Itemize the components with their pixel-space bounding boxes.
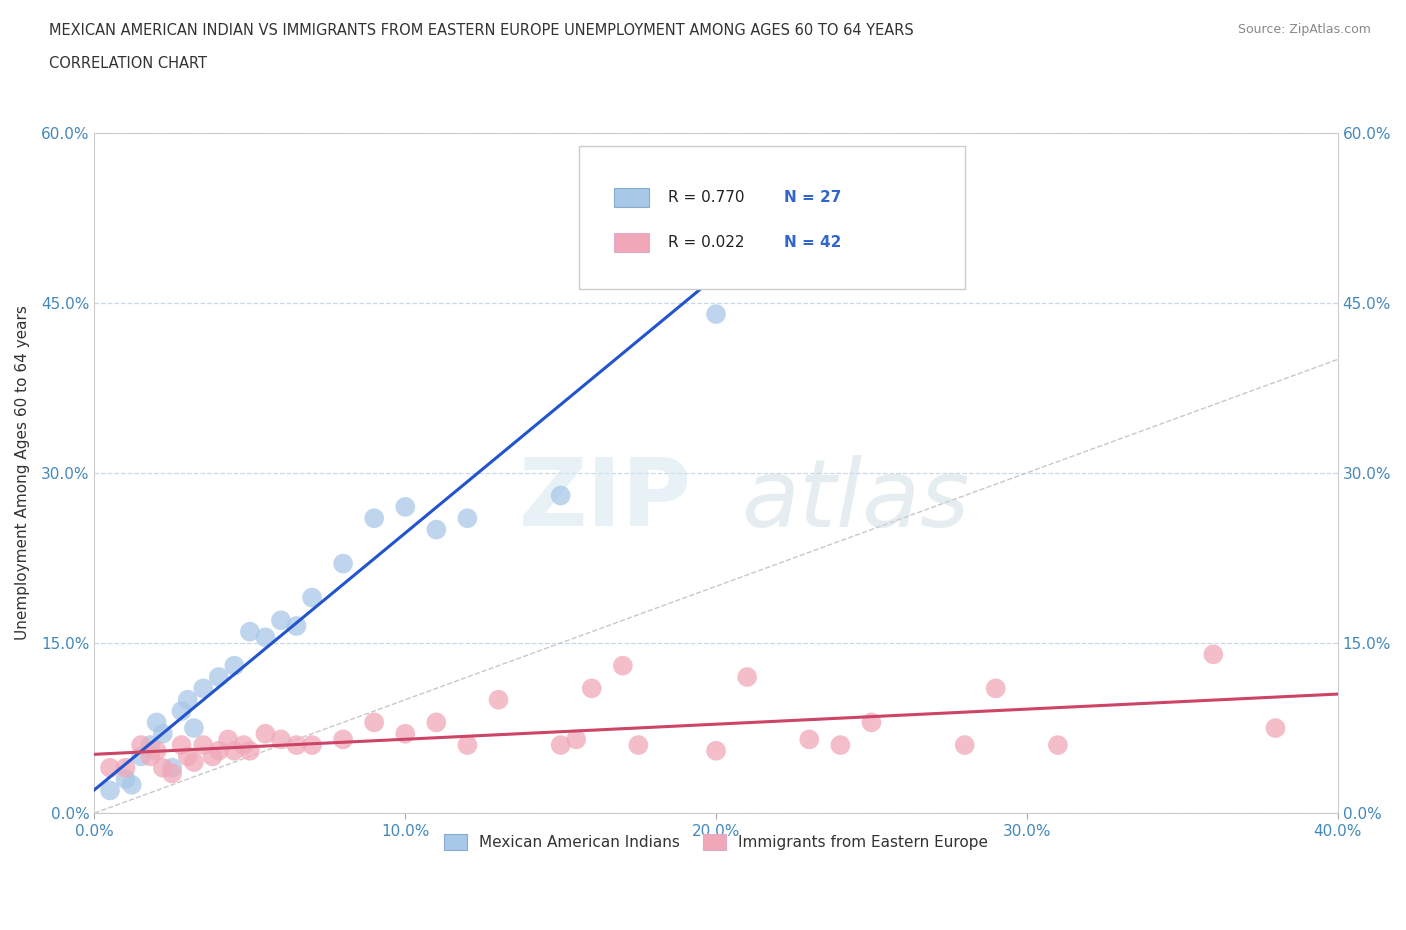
- Text: Source: ZipAtlas.com: Source: ZipAtlas.com: [1237, 23, 1371, 36]
- Point: [239, 624, 262, 639]
- Text: MEXICAN AMERICAN INDIAN VS IMMIGRANTS FROM EASTERN EUROPE UNEMPLOYMENT AMONG AGE: MEXICAN AMERICAN INDIAN VS IMMIGRANTS FR…: [49, 23, 914, 38]
- Point: [285, 737, 308, 752]
- Point: [394, 726, 416, 741]
- Point: [177, 749, 200, 764]
- Point: [704, 307, 727, 322]
- Point: [456, 511, 478, 525]
- Point: [177, 692, 200, 707]
- Point: [217, 732, 239, 747]
- Point: [425, 715, 447, 730]
- Point: [394, 499, 416, 514]
- Point: [301, 591, 323, 605]
- Point: [193, 737, 215, 752]
- Point: [170, 704, 193, 719]
- Point: [1202, 647, 1225, 662]
- Point: [139, 737, 162, 752]
- Point: [301, 737, 323, 752]
- FancyBboxPatch shape: [614, 232, 650, 252]
- Point: [270, 613, 292, 628]
- Point: [332, 556, 354, 571]
- Point: [114, 772, 136, 787]
- Text: ZIP: ZIP: [519, 454, 692, 546]
- FancyBboxPatch shape: [579, 146, 965, 289]
- Point: [98, 761, 121, 776]
- Point: [830, 737, 852, 752]
- Point: [285, 618, 308, 633]
- Point: [170, 737, 193, 752]
- Point: [550, 488, 572, 503]
- Point: [183, 754, 205, 769]
- Point: [160, 766, 183, 781]
- Point: [581, 681, 603, 696]
- Point: [145, 743, 167, 758]
- Point: [363, 511, 385, 525]
- Point: [254, 726, 277, 741]
- Point: [160, 761, 183, 776]
- Point: [254, 630, 277, 644]
- Point: [270, 732, 292, 747]
- Text: N = 27: N = 27: [785, 191, 842, 206]
- Point: [627, 737, 650, 752]
- Point: [145, 715, 167, 730]
- Point: [735, 670, 758, 684]
- Point: [152, 761, 174, 776]
- Point: [860, 715, 883, 730]
- Point: [201, 749, 224, 764]
- Point: [1046, 737, 1069, 752]
- Text: atlas: atlas: [741, 455, 969, 546]
- Point: [129, 749, 152, 764]
- Point: [152, 726, 174, 741]
- Point: [224, 743, 246, 758]
- Point: [208, 670, 231, 684]
- FancyBboxPatch shape: [614, 189, 650, 207]
- Point: [121, 777, 143, 792]
- Point: [232, 737, 254, 752]
- Point: [363, 715, 385, 730]
- Point: [456, 737, 478, 752]
- Point: [704, 743, 727, 758]
- Text: CORRELATION CHART: CORRELATION CHART: [49, 56, 207, 71]
- Legend: Mexican American Indians, Immigrants from Eastern Europe: Mexican American Indians, Immigrants fro…: [437, 829, 994, 857]
- Point: [224, 658, 246, 673]
- Point: [139, 749, 162, 764]
- Point: [1264, 721, 1286, 736]
- Text: R = 0.022: R = 0.022: [668, 234, 744, 249]
- Point: [550, 737, 572, 752]
- Point: [98, 783, 121, 798]
- Point: [612, 658, 634, 673]
- Point: [953, 737, 976, 752]
- Point: [332, 732, 354, 747]
- Point: [208, 743, 231, 758]
- Point: [193, 681, 215, 696]
- Point: [239, 743, 262, 758]
- Point: [565, 732, 588, 747]
- Point: [799, 732, 821, 747]
- Text: R = 0.770: R = 0.770: [668, 191, 744, 206]
- Point: [643, 227, 665, 242]
- Point: [129, 737, 152, 752]
- Text: N = 42: N = 42: [785, 234, 842, 249]
- Y-axis label: Unemployment Among Ages 60 to 64 years: Unemployment Among Ages 60 to 64 years: [15, 305, 30, 640]
- Point: [183, 721, 205, 736]
- Point: [425, 522, 447, 537]
- Point: [984, 681, 1007, 696]
- Point: [114, 761, 136, 776]
- Point: [488, 692, 510, 707]
